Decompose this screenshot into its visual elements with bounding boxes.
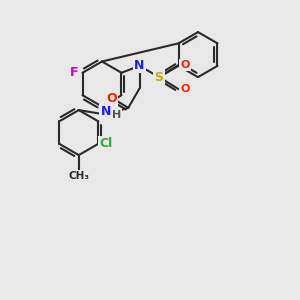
Text: CH₃: CH₃	[68, 171, 89, 181]
Text: S: S	[154, 70, 164, 84]
Text: N: N	[134, 59, 145, 72]
Text: H: H	[112, 110, 121, 120]
Text: N: N	[100, 105, 111, 118]
Text: O: O	[180, 84, 190, 94]
Text: O: O	[106, 92, 117, 105]
Text: F: F	[70, 66, 78, 79]
Text: Cl: Cl	[99, 137, 112, 150]
Text: O: O	[180, 60, 190, 70]
